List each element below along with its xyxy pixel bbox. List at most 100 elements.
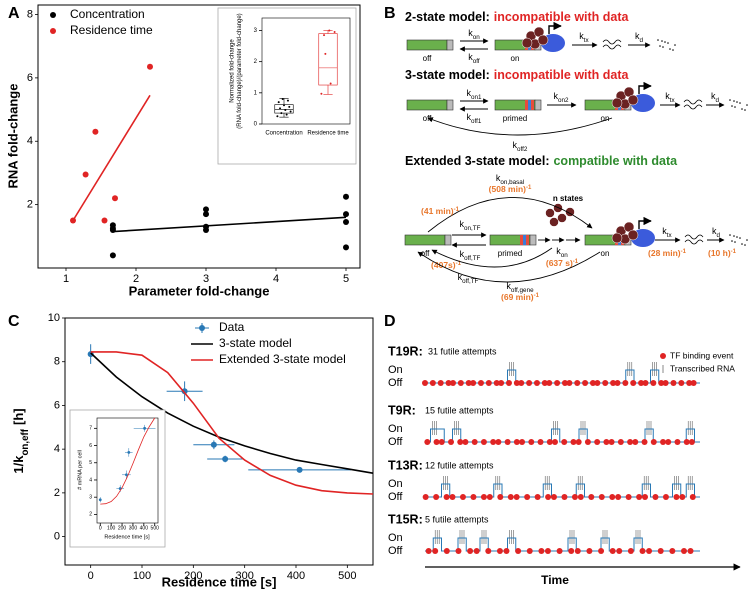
data-point: [343, 211, 349, 218]
binding-event: [513, 494, 520, 500]
model-line: [100, 417, 156, 505]
binding-event: [594, 380, 601, 386]
box-point: [289, 110, 292, 113]
binding-event: [477, 380, 484, 386]
data-point: [143, 426, 147, 430]
rna-fragment: [736, 101, 738, 103]
binding-event: [570, 439, 577, 445]
data-point: [343, 219, 349, 226]
panel-label: D: [384, 313, 396, 330]
binding-event: [480, 439, 487, 445]
gene: [406, 39, 448, 51]
binding-event: [683, 439, 690, 445]
x-tick-label: 500: [151, 525, 160, 531]
binding-event: [470, 494, 477, 500]
binding-event: [471, 439, 478, 445]
rate-subscript: on: [473, 34, 481, 41]
binding-event: [566, 380, 573, 386]
data-point: [127, 451, 131, 454]
binding-event: [422, 494, 429, 500]
tf: [627, 94, 639, 106]
rate-symbol: k: [468, 52, 473, 62]
rate-value-exp: -1: [731, 249, 737, 255]
binding-event: [650, 380, 657, 386]
binding-event: [639, 548, 646, 554]
rate-value: (637 s)-1: [546, 258, 579, 268]
y-tick-label: 0: [54, 530, 60, 542]
y-tick-label: 8: [54, 356, 60, 368]
rna-fragment: [667, 42, 669, 44]
rna-fragment: [746, 104, 748, 106]
binding-event: [610, 380, 617, 386]
state-label: off: [421, 249, 431, 258]
model-name: 2-state model:: [405, 10, 490, 24]
x-tick-label: Concentration: [265, 131, 302, 137]
rna-fragment: [664, 41, 666, 43]
gene-end: [529, 234, 537, 246]
tf: [549, 217, 559, 227]
binding-event: [627, 439, 634, 445]
tf: [545, 208, 555, 218]
binding-event: [493, 380, 500, 386]
data-point: [147, 63, 153, 70]
tss-arrow: [638, 216, 652, 229]
binding-event: [433, 439, 440, 445]
binding-event: [670, 380, 677, 386]
data-point: [98, 498, 102, 502]
x-axis-label: Residence time [s]: [162, 574, 277, 589]
rate-label: ktx: [579, 31, 589, 44]
binding-event: [646, 548, 653, 554]
rate-value-text: (637 s): [546, 258, 573, 268]
binding-event: [422, 380, 428, 386]
rna: [602, 44, 622, 50]
binding-event: [657, 548, 664, 554]
binding-event: [504, 439, 511, 445]
y-axis-label: # mRNA per cell: [77, 450, 83, 490]
model-title: 2-state model: incompatible with data: [405, 10, 630, 24]
state-label: Off: [388, 545, 403, 557]
binding-event: [443, 548, 450, 554]
binding-event: [551, 439, 558, 445]
x-tick-label: 400: [140, 525, 149, 531]
rate-subscript: tx: [670, 97, 676, 104]
rna-fragment: [662, 46, 664, 48]
rate-label: ktx: [662, 226, 672, 239]
rna-fragment: [674, 44, 676, 46]
binding-event: [622, 380, 629, 386]
binding-event: [665, 439, 672, 445]
state-label: on: [601, 249, 610, 258]
rna: [683, 104, 703, 110]
x-tick-label: Residence time: [307, 131, 349, 137]
state-label: On: [388, 478, 403, 490]
rna-fragment: [746, 239, 748, 241]
binding-event: [625, 494, 632, 500]
model-verdict: compatible with data: [553, 154, 678, 168]
box-point: [280, 112, 283, 115]
binding-event: [495, 439, 502, 445]
trace-note: 5 futile attempts: [425, 514, 489, 524]
rate-symbol: k: [467, 112, 472, 122]
rate-value-exp: -1: [456, 261, 462, 267]
binding-event: [662, 494, 669, 500]
y-tick-label: 2: [27, 199, 33, 211]
tf: [627, 229, 639, 241]
tf: [537, 34, 549, 46]
x-tick-label: 400: [287, 570, 305, 582]
tf: [557, 213, 567, 223]
rate-value-exp: -1: [526, 185, 532, 191]
rate-value: (69 min)-1: [501, 292, 540, 302]
binding-event: [584, 439, 591, 445]
binding-event: [586, 548, 593, 554]
model-verdict: incompatible with data: [494, 10, 630, 24]
trace-note: 12 futile attempts: [425, 460, 494, 470]
data-point: [92, 128, 99, 135]
rate-value: (41 min)-1: [421, 206, 460, 216]
y-tick-label: 6: [27, 72, 33, 84]
legend-label: Residence time: [70, 23, 153, 37]
binding-event: [425, 548, 432, 554]
binding-event: [424, 439, 431, 445]
data-point: [343, 193, 349, 200]
state-label: primed: [498, 249, 522, 258]
binding-event: [574, 548, 581, 554]
fit-line: [72, 94, 151, 221]
